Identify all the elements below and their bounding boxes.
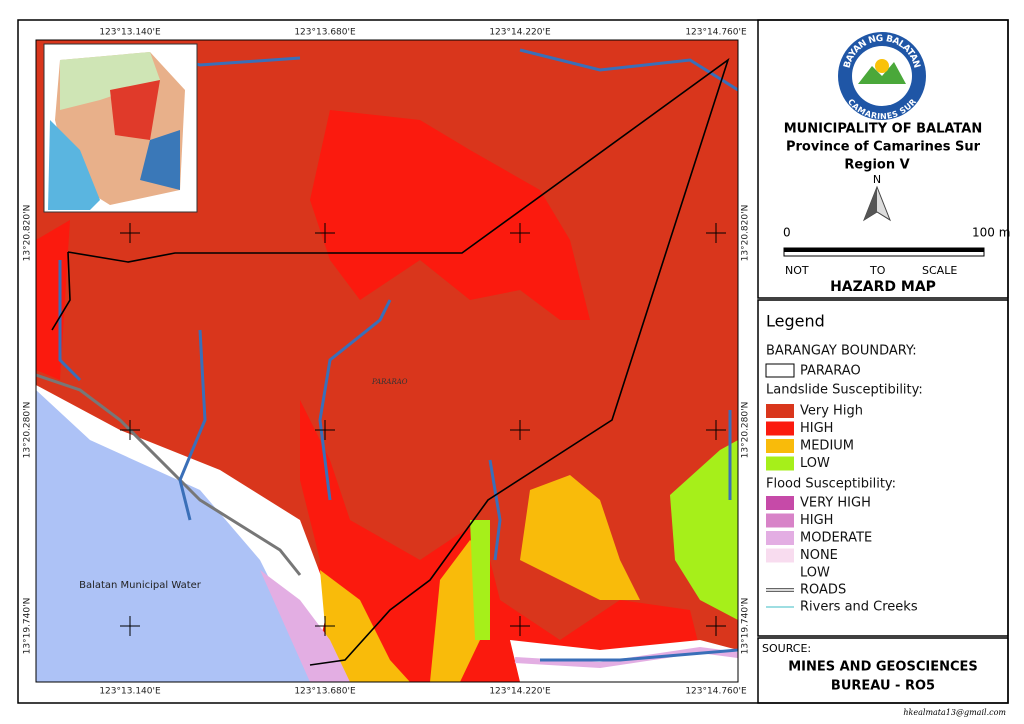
boundary-swatch xyxy=(765,363,795,378)
lat-label: 13°20.280'N xyxy=(741,402,751,459)
grid-cross xyxy=(510,223,530,243)
north-arrow-shade xyxy=(864,187,877,220)
province: Province of Camarines Sur xyxy=(786,140,981,155)
moderate-flood-zone xyxy=(260,570,350,682)
seal: BAYAN NG BALATAN CAMARINES SUR xyxy=(838,32,926,121)
low-zone xyxy=(470,520,490,640)
legend-label: ROADS xyxy=(800,583,846,598)
legend-label: NONE xyxy=(800,548,838,563)
lon-label: 123°13.680'E xyxy=(294,28,356,38)
source-panel xyxy=(757,637,1009,704)
legend-label: Rivers and Creeks xyxy=(800,600,918,615)
municipality: MUNICIPALITY OF BALATAN xyxy=(784,122,982,137)
lat-label: 13°20.280'N xyxy=(23,402,33,459)
area-label: PARARAO xyxy=(371,378,408,386)
legend-swatch xyxy=(766,421,794,436)
grid-cross xyxy=(706,420,726,440)
lat-label: 13°19.740'N xyxy=(23,598,33,655)
grid-cross xyxy=(315,223,335,243)
legend-swatch xyxy=(766,548,794,563)
graticule: 123°13.140'E 123°13.140'E 123°13.680'E 123°… xyxy=(23,28,751,697)
scale-start: 0 xyxy=(783,226,791,240)
high-zone xyxy=(310,110,590,320)
lon-label: 123°14.760'E xyxy=(685,687,747,697)
legend-label: VERY HIGH xyxy=(800,496,871,511)
legend-swatch xyxy=(766,404,794,418)
legend-heading: BARANGAY BOUNDARY: xyxy=(766,344,917,359)
legend-label: HIGH xyxy=(800,421,833,436)
medium-zone xyxy=(320,570,410,682)
grid-cross xyxy=(315,420,335,440)
scale-note: TO xyxy=(869,264,886,277)
lat-label: 13°20.820'N xyxy=(23,205,33,262)
river xyxy=(58,43,738,662)
low-zone xyxy=(670,440,738,620)
scale-bar-fill xyxy=(784,248,984,252)
legend-label: Very High xyxy=(800,404,863,419)
grid-cross xyxy=(706,223,726,243)
lon-label: 123°13.140'E xyxy=(99,28,161,38)
legend-swatch xyxy=(766,456,794,471)
legend-label: MEDIUM xyxy=(800,439,854,454)
legend-label: HIGH xyxy=(800,513,833,528)
scale-end: 100 m xyxy=(972,226,1010,240)
grid-cross xyxy=(510,616,530,636)
legend-heading: Flood Susceptibility: xyxy=(766,477,896,492)
legend-swatch xyxy=(766,439,794,453)
legend-label: MODERATE xyxy=(800,531,872,546)
lon-label: 123°14.760'E xyxy=(685,28,747,38)
high-zone xyxy=(300,400,700,682)
grid-cross xyxy=(510,420,530,440)
lon-label: 123°13.140'E xyxy=(99,687,161,697)
grid-cross xyxy=(120,223,140,243)
water-label: Balatan Municipal Water xyxy=(79,580,202,591)
legend-title: Legend xyxy=(766,312,825,331)
scale-note: SCALE xyxy=(922,264,957,277)
map-frame xyxy=(35,39,739,683)
title-panel xyxy=(757,19,1009,299)
medium-zone xyxy=(520,475,640,600)
legend-swatch xyxy=(766,531,794,545)
barangay-boundary xyxy=(51,57,730,666)
lon-label: 123°14.220'E xyxy=(489,687,551,697)
legend-items: Very High HIGH MEDIUM LOW VERY HIGH HIGH MODER… xyxy=(766,404,872,581)
source-line: BUREAU - RO5 xyxy=(831,679,935,694)
grid-cross xyxy=(315,616,335,636)
legend-label: LOW xyxy=(800,566,830,581)
source-heading: SOURCE: xyxy=(762,642,811,655)
legend-heading: Landslide Susceptibility: xyxy=(766,383,923,398)
lat-label: 13°19.740'N xyxy=(741,598,751,655)
source-line: MINES AND GEOSCIENCES xyxy=(788,660,978,675)
map-body: PARARAO Balatan Municipal Water xyxy=(36,40,738,682)
grid-cross xyxy=(120,616,140,636)
lon-label: 123°14.220'E xyxy=(489,28,551,38)
map-title: HAZARD MAP xyxy=(830,279,936,295)
region: Region V xyxy=(844,158,909,173)
road xyxy=(36,373,302,576)
footer: hkealmata13@gmail.com xyxy=(903,708,1006,717)
water-body xyxy=(36,390,315,682)
inset-map xyxy=(43,43,198,213)
legend-label: LOW xyxy=(800,456,830,471)
legend-panel xyxy=(757,299,1009,637)
legend-label: PARARAO xyxy=(800,364,861,379)
scale-note: NOT xyxy=(785,264,809,277)
legend-swatch xyxy=(766,513,794,528)
north-label: N xyxy=(873,173,881,186)
grid-cross xyxy=(120,420,140,440)
legend-swatch xyxy=(766,496,794,510)
grid-cross xyxy=(706,616,726,636)
lon-label: 123°13.680'E xyxy=(294,687,356,697)
lat-label: 13°20.820'N xyxy=(741,205,751,262)
